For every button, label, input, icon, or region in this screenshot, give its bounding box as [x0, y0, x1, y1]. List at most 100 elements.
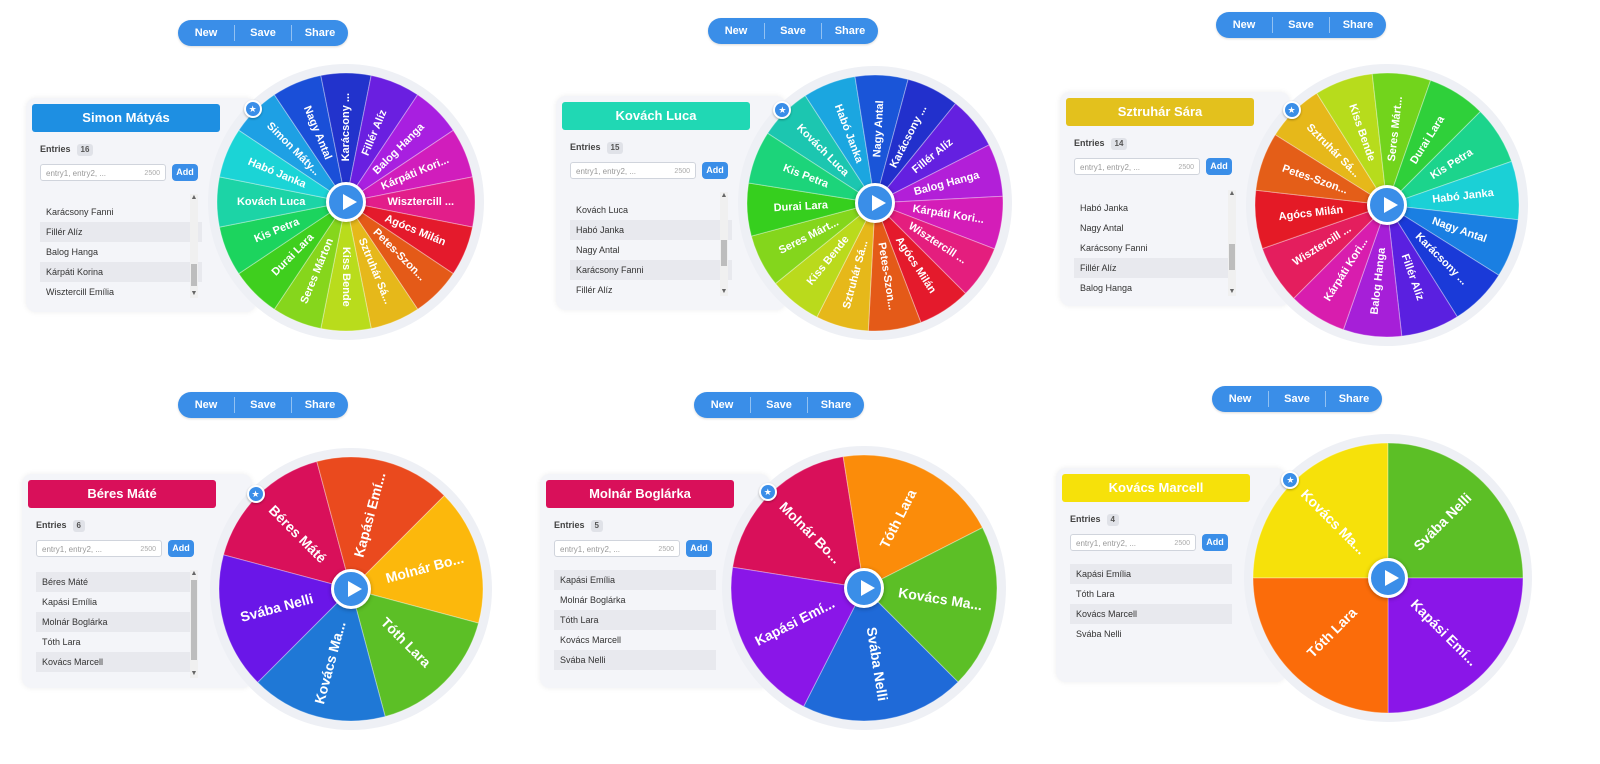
scroll-up-icon[interactable]: ▲ [190, 570, 198, 577]
list-item[interactable]: Kovács Marcell [560, 635, 622, 645]
list-item[interactable]: Karácsony Fanni [46, 207, 114, 217]
list-item[interactable]: Svába Nelli [1076, 629, 1122, 639]
save-button[interactable]: Save [1268, 391, 1325, 407]
scroll-down-icon[interactable]: ▼ [720, 288, 728, 295]
list-item[interactable]: Béres Máté [36, 572, 198, 592]
list-item[interactable]: Kovács Marcell [36, 652, 198, 672]
list-item[interactable]: Kapási Emília [1070, 564, 1232, 584]
list-item[interactable]: Habó Janka [1080, 203, 1129, 213]
wheel[interactable]: Kovách Luca Habó Janka Nagy Antal Karácsony… [738, 66, 1012, 340]
spin-play-button[interactable] [326, 182, 366, 222]
wheel-segment [874, 78, 957, 204]
save-button[interactable]: Save [234, 25, 291, 41]
share-button[interactable]: Share [807, 397, 864, 413]
toolbar: New Save Share [1216, 12, 1386, 38]
new-button[interactable]: New [724, 25, 748, 37]
list-item[interactable]: Karácsony Fanni [1080, 243, 1148, 253]
entry-input[interactable]: entry1, entry2, ... 2500 [1074, 158, 1200, 175]
entry-input[interactable]: entry1, entry2, ... 2500 [570, 162, 696, 179]
list-item[interactable]: Balog Hanga [46, 247, 99, 257]
list-item[interactable]: Svába Nelli [554, 650, 716, 670]
scroll-up-icon[interactable]: ▲ [720, 192, 728, 199]
entry-input[interactable]: entry1, entry2, ... 2500 [40, 164, 166, 181]
list-item[interactable]: Kapási Emília [554, 570, 716, 590]
share-button[interactable]: Share [1329, 17, 1386, 33]
scroll-down-icon[interactable]: ▼ [190, 290, 198, 297]
list-item[interactable]: Fillér Alíz [40, 222, 202, 242]
wheel-segment [1342, 204, 1403, 338]
list-item[interactable]: Nagy Antal [1080, 223, 1124, 233]
entry-input[interactable]: entry1, entry2, ... 2500 [554, 540, 680, 557]
new-button[interactable]: New [710, 399, 734, 411]
list-item[interactable]: Nagy Antal [576, 245, 620, 255]
scroll-down-icon[interactable]: ▼ [190, 670, 198, 677]
wheel[interactable]: Simon Máty... Nagy Antal Karácsony ... Fill… [208, 64, 484, 340]
wheel[interactable]: Molnár Bo... Tóth Lara Kovács Ma... Svába N… [722, 446, 1006, 730]
share-button[interactable]: Share [821, 23, 878, 39]
wheel-segment [238, 201, 347, 310]
spin-play-button[interactable] [855, 183, 895, 223]
share-button[interactable]: Share [1325, 391, 1382, 407]
scroll-up-icon[interactable]: ▲ [1228, 190, 1236, 197]
list-item[interactable]: Tóth Lara [1076, 589, 1115, 599]
list-item[interactable]: Tóth Lara [554, 610, 716, 630]
winner-banner: Sztruhár Sára [1066, 98, 1254, 126]
scroll-up-icon[interactable]: ▲ [190, 194, 198, 201]
wheel[interactable]: Sztruhár Sá... Kiss Bende Seres Márt... Dur… [1246, 64, 1528, 346]
scroll-thumb[interactable] [191, 580, 197, 660]
save-button[interactable]: Save [234, 397, 291, 413]
scroll-thumb[interactable] [1229, 244, 1235, 270]
spin-play-button[interactable] [1367, 185, 1407, 225]
new-button[interactable]: New [194, 399, 218, 411]
list-scrollbar[interactable]: ▲ ▼ [720, 192, 728, 296]
list-item[interactable]: Fillér Alíz [576, 285, 613, 295]
add-button[interactable]: Add [168, 540, 194, 557]
wheel-segment [1386, 79, 1482, 206]
new-button[interactable]: New [1228, 393, 1252, 405]
add-button[interactable]: Add [686, 540, 712, 557]
list-scrollbar[interactable]: ▲ ▼ [1228, 190, 1236, 296]
wheel-segment [1387, 442, 1524, 579]
spin-play-button[interactable] [844, 568, 884, 608]
wheel-segment [1387, 577, 1524, 714]
add-button[interactable]: Add [1206, 158, 1232, 175]
wheel-segment [1386, 204, 1519, 276]
list-item[interactable]: Kapási Emília [42, 597, 98, 607]
list-item[interactable]: Balog Hanga [1080, 283, 1133, 293]
spin-play-button[interactable] [1368, 558, 1408, 598]
entry-input[interactable]: entry1, entry2, ... 2500 [1070, 534, 1196, 551]
wheel[interactable]: Béres Máté Kapási Emí... Molnár Bo... Tóth … [210, 448, 492, 730]
scroll-down-icon[interactable]: ▼ [1228, 288, 1236, 295]
save-button[interactable]: Save [764, 23, 821, 39]
save-button[interactable]: Save [750, 397, 807, 413]
list-item[interactable]: Karácsony Fanni [570, 260, 732, 280]
entry-input[interactable]: entry1, entry2, ... 2500 [36, 540, 162, 557]
list-item[interactable]: Tóth Lara [42, 637, 81, 647]
share-button[interactable]: Share [291, 25, 348, 41]
list-item[interactable]: Habó Janka [570, 220, 732, 240]
list-item[interactable]: Molnár Boglárka [560, 595, 626, 605]
wheel[interactable]: Kovács Ma... Svába Nelli Kapási Emí... Tóth… [1244, 434, 1532, 722]
scroll-thumb[interactable] [721, 240, 727, 266]
new-button[interactable]: New [1232, 19, 1256, 31]
entries-count: 6 [72, 520, 85, 532]
wheel-segment [350, 588, 480, 718]
wheel-segment [256, 588, 386, 722]
scroll-thumb[interactable] [191, 264, 197, 286]
new-button[interactable]: New [194, 27, 218, 39]
list-item[interactable]: Wisztercill Emília [46, 287, 115, 297]
list-scrollbar[interactable]: ▲ ▼ [190, 570, 198, 678]
list-item[interactable]: Fillér Alíz [1074, 258, 1236, 278]
add-button[interactable]: Add [1202, 534, 1228, 551]
list-item[interactable]: Kárpáti Korina [40, 262, 202, 282]
spin-play-button[interactable] [331, 569, 371, 609]
entries-count: 5 [590, 520, 603, 532]
add-button[interactable]: Add [172, 164, 198, 181]
list-scrollbar[interactable]: ▲ ▼ [190, 194, 198, 298]
save-button[interactable]: Save [1272, 17, 1329, 33]
share-button[interactable]: Share [291, 397, 348, 413]
add-button[interactable]: Add [702, 162, 728, 179]
list-item[interactable]: Kovács Marcell [1070, 604, 1232, 624]
list-item[interactable]: Molnár Boglárka [36, 612, 198, 632]
list-item[interactable]: Kovách Luca [576, 205, 629, 215]
